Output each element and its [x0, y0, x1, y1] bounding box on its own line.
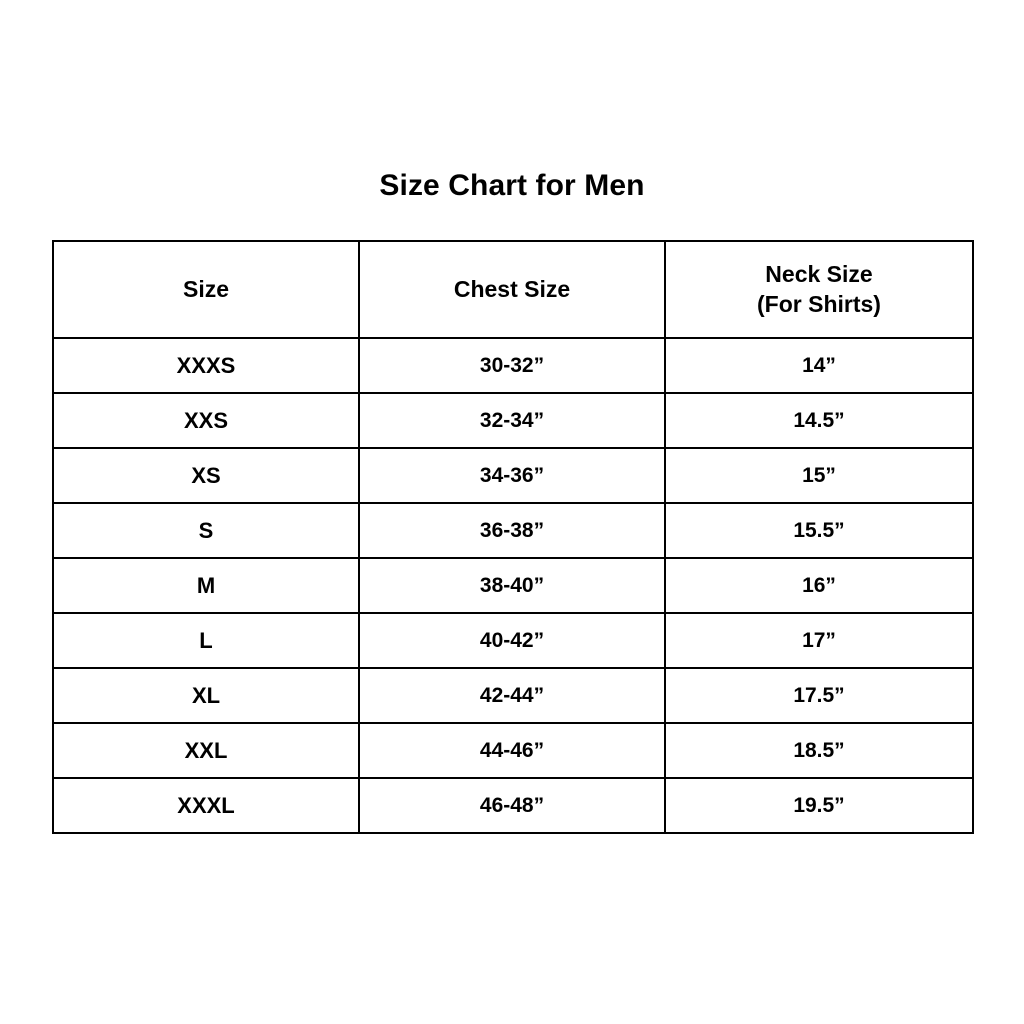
cell-chest: 42-44” — [358, 667, 666, 724]
cell-neck: 14” — [664, 337, 974, 394]
cell-chest: 30-32” — [358, 337, 666, 394]
cell-chest: 34-36” — [358, 447, 666, 504]
column-header-chest-size: Chest Size — [358, 240, 666, 339]
table-row: XXL 44-46” 18.5” — [52, 722, 974, 779]
cell-size: L — [52, 612, 360, 669]
table-row: XS 34-36” 15” — [52, 447, 974, 504]
cell-size: XXXL — [52, 777, 360, 834]
cell-size: XXS — [52, 392, 360, 449]
table-row: M 38-40” 16” — [52, 557, 974, 614]
table-row: S 36-38” 15.5” — [52, 502, 974, 559]
cell-chest: 40-42” — [358, 612, 666, 669]
table-body: XXXS 30-32” 14” XXS 32-34” 14.5” XS 34-3… — [52, 337, 974, 834]
cell-size: S — [52, 502, 360, 559]
column-header-size: Size — [52, 240, 360, 339]
cell-chest: 38-40” — [358, 557, 666, 614]
table-row: XL 42-44” 17.5” — [52, 667, 974, 724]
cell-size: XL — [52, 667, 360, 724]
cell-neck: 16” — [664, 557, 974, 614]
cell-size: M — [52, 557, 360, 614]
table-header: Size Chest Size Neck Size (For Shirts) — [52, 240, 974, 339]
cell-neck: 15.5” — [664, 502, 974, 559]
cell-size: XS — [52, 447, 360, 504]
table-row: XXXS 30-32” 14” — [52, 337, 974, 394]
column-header-neck-size-subtitle: (For Shirts) — [757, 290, 881, 317]
cell-chest: 46-48” — [358, 777, 666, 834]
cell-neck: 17” — [664, 612, 974, 669]
cell-neck: 19.5” — [664, 777, 974, 834]
table-row: XXS 32-34” 14.5” — [52, 392, 974, 449]
cell-neck: 14.5” — [664, 392, 974, 449]
cell-size: XXXS — [52, 337, 360, 394]
column-header-neck-size: Neck Size (For Shirts) — [664, 240, 974, 339]
cell-chest: 44-46” — [358, 722, 666, 779]
cell-chest: 36-38” — [358, 502, 666, 559]
cell-neck: 17.5” — [664, 667, 974, 724]
column-header-neck-size-main: Neck Size — [765, 260, 873, 287]
cell-neck: 15” — [664, 447, 974, 504]
table-row: L 40-42” 17” — [52, 612, 974, 669]
table-row: XXXL 46-48” 19.5” — [52, 777, 974, 834]
table-header-row: Size Chest Size Neck Size (For Shirts) — [52, 240, 974, 339]
page-title: Size Chart for Men — [379, 169, 645, 202]
cell-neck: 18.5” — [664, 722, 974, 779]
cell-chest: 32-34” — [358, 392, 666, 449]
size-chart-table: Size Chest Size Neck Size (For Shirts) X… — [52, 240, 974, 834]
cell-size: XXL — [52, 722, 360, 779]
